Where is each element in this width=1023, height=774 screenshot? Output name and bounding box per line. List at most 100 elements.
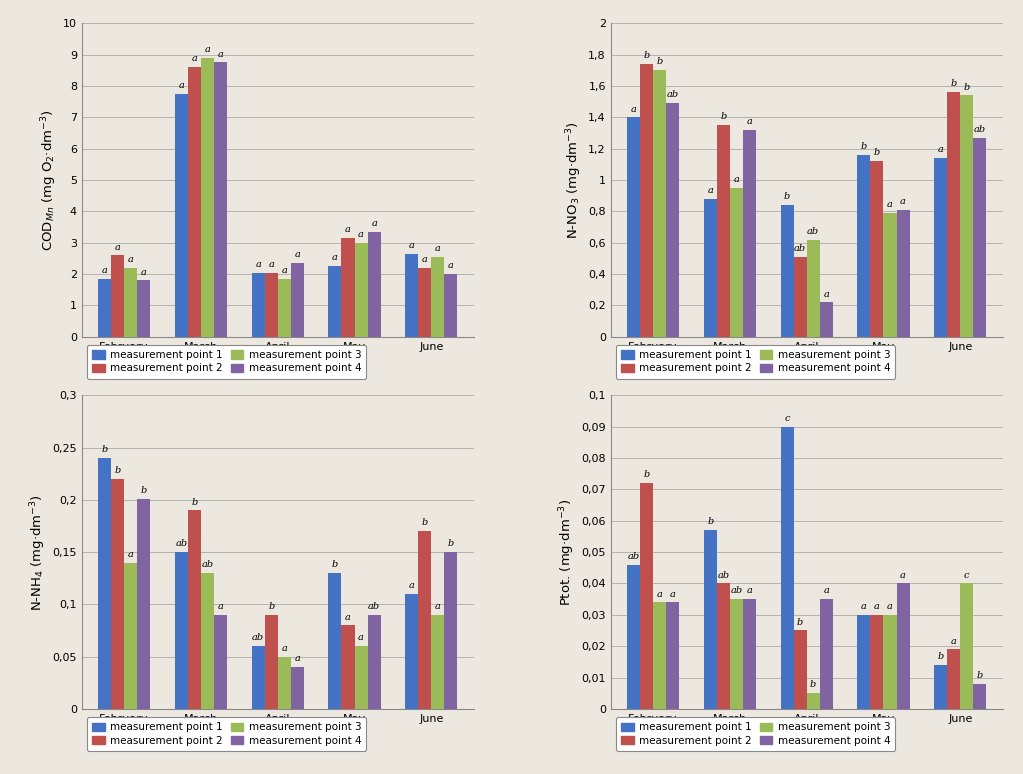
Text: a: a bbox=[178, 81, 184, 90]
Text: a: a bbox=[900, 197, 906, 206]
Y-axis label: N-NH$_4$ (mg·dm$^{-3}$): N-NH$_4$ (mg·dm$^{-3}$) bbox=[29, 494, 48, 611]
Bar bbox=[934, 665, 947, 709]
Bar bbox=[214, 615, 227, 709]
Bar bbox=[961, 95, 973, 337]
Text: b: b bbox=[140, 486, 147, 495]
Bar bbox=[137, 280, 150, 337]
Bar bbox=[896, 210, 909, 337]
Bar bbox=[112, 255, 124, 337]
Text: ab: ab bbox=[807, 227, 819, 236]
Bar bbox=[405, 594, 418, 709]
Text: b: b bbox=[101, 445, 107, 454]
Text: a: a bbox=[435, 244, 441, 253]
Text: b: b bbox=[950, 80, 957, 88]
Bar bbox=[743, 599, 756, 709]
Text: c: c bbox=[785, 414, 790, 423]
Bar bbox=[444, 274, 457, 337]
Legend: measurement point 1, measurement point 2, measurement point 3, measurement point: measurement point 1, measurement point 2… bbox=[616, 345, 895, 378]
Bar bbox=[794, 631, 807, 709]
Text: ab: ab bbox=[974, 125, 986, 134]
Bar bbox=[265, 272, 277, 337]
Bar bbox=[947, 92, 961, 337]
Text: a: a bbox=[128, 255, 134, 264]
Text: ab: ab bbox=[730, 587, 743, 595]
Text: a: a bbox=[887, 200, 893, 209]
Bar bbox=[328, 266, 342, 337]
Bar bbox=[98, 458, 112, 709]
Text: a: a bbox=[900, 570, 906, 580]
Bar bbox=[444, 552, 457, 709]
Text: ab: ab bbox=[627, 552, 639, 561]
Text: a: a bbox=[345, 225, 351, 235]
Text: b: b bbox=[797, 618, 803, 627]
Y-axis label: N-NO$_3$ (mg·dm$^{-3}$): N-NO$_3$ (mg·dm$^{-3}$) bbox=[565, 121, 584, 239]
Bar bbox=[175, 552, 188, 709]
Bar bbox=[432, 257, 444, 337]
Bar bbox=[871, 161, 884, 337]
Bar bbox=[252, 272, 265, 337]
Bar bbox=[973, 683, 986, 709]
Text: b: b bbox=[657, 57, 663, 67]
Bar bbox=[653, 70, 666, 337]
Bar bbox=[342, 238, 355, 337]
Text: a: a bbox=[747, 117, 752, 126]
Bar bbox=[342, 625, 355, 709]
Bar bbox=[807, 694, 819, 709]
Bar bbox=[627, 565, 640, 709]
Bar bbox=[947, 649, 961, 709]
Text: b: b bbox=[977, 671, 983, 680]
Bar bbox=[627, 118, 640, 337]
Bar bbox=[781, 426, 794, 709]
Bar bbox=[857, 615, 871, 709]
Bar bbox=[871, 615, 884, 709]
Text: a: a bbox=[950, 636, 957, 646]
Bar bbox=[188, 67, 201, 337]
Text: a: a bbox=[657, 590, 663, 598]
Text: b: b bbox=[810, 680, 816, 690]
Bar bbox=[743, 130, 756, 337]
Text: a: a bbox=[128, 550, 134, 559]
Legend: measurement point 1, measurement point 2, measurement point 3, measurement point: measurement point 1, measurement point 2… bbox=[616, 717, 895, 751]
Text: a: a bbox=[358, 230, 364, 239]
Text: a: a bbox=[824, 289, 830, 299]
Text: b: b bbox=[720, 112, 726, 122]
Text: a: a bbox=[218, 50, 223, 59]
Text: a: a bbox=[205, 45, 211, 54]
Text: a: a bbox=[421, 255, 428, 264]
Bar bbox=[717, 584, 729, 709]
Bar bbox=[355, 243, 367, 337]
Y-axis label: COD$_{Mn}$ (mg O$_2$·dm$^{-3}$): COD$_{Mn}$ (mg O$_2$·dm$^{-3}$) bbox=[39, 109, 58, 251]
Text: a: a bbox=[115, 242, 121, 252]
Text: a: a bbox=[218, 602, 223, 611]
Text: a: a bbox=[747, 587, 752, 595]
Text: a: a bbox=[435, 602, 441, 611]
Text: a: a bbox=[630, 104, 636, 114]
Bar bbox=[201, 573, 214, 709]
Bar bbox=[896, 584, 909, 709]
Bar bbox=[819, 599, 833, 709]
Text: ab: ab bbox=[175, 539, 187, 548]
Bar bbox=[291, 667, 304, 709]
Bar bbox=[653, 602, 666, 709]
Bar bbox=[729, 599, 743, 709]
Text: b: b bbox=[448, 539, 454, 548]
Text: a: a bbox=[707, 186, 713, 195]
Bar bbox=[857, 155, 871, 337]
Text: ab: ab bbox=[794, 244, 806, 253]
Text: ab: ab bbox=[717, 570, 729, 580]
Bar bbox=[781, 205, 794, 337]
Bar bbox=[640, 64, 653, 337]
Text: b: b bbox=[707, 517, 713, 526]
Text: b: b bbox=[964, 83, 970, 91]
Text: ab: ab bbox=[368, 602, 381, 611]
Bar bbox=[137, 498, 150, 709]
Bar bbox=[973, 138, 986, 337]
Text: a: a bbox=[281, 644, 287, 652]
Bar bbox=[640, 483, 653, 709]
Legend: measurement point 1, measurement point 2, measurement point 3, measurement point: measurement point 1, measurement point 2… bbox=[87, 345, 366, 378]
Text: a: a bbox=[141, 268, 146, 276]
Text: a: a bbox=[938, 146, 943, 154]
Bar bbox=[214, 63, 227, 337]
Text: ab: ab bbox=[667, 91, 678, 99]
Text: a: a bbox=[371, 219, 377, 228]
